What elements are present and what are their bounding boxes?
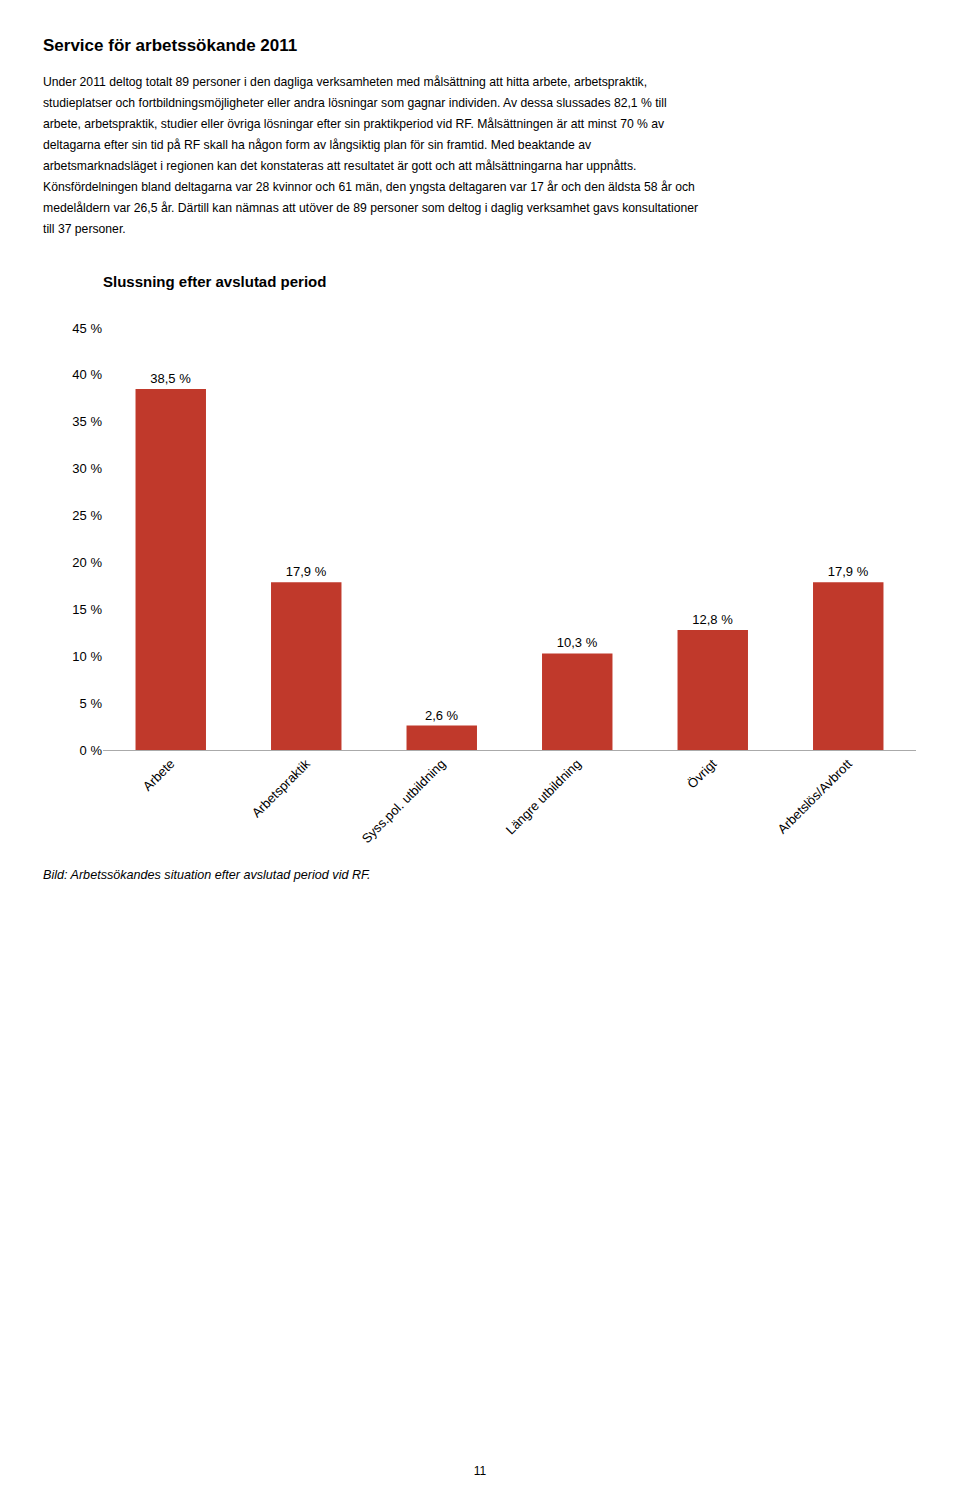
svg-text:Övrigt: Övrigt <box>684 756 719 791</box>
svg-text:20 %: 20 % <box>72 555 102 570</box>
svg-text:Arbete: Arbete <box>140 756 178 794</box>
svg-text:Längre utbildning: Längre utbildning <box>503 756 584 837</box>
svg-text:38,5 %: 38,5 % <box>150 371 191 386</box>
html-text:Bild: Arbetssökandes situation: Bild: Arbetssökandes situation efter avs… <box>43 867 371 882</box>
svg-text:Arbetslös/Avbrott: Arbetslös/Avbrott <box>775 756 856 837</box>
svg-text:2,6 %: 2,6 % <box>425 707 459 722</box>
svg-text:35 %: 35 % <box>72 414 102 429</box>
html-text:arbete, arbetspraktik, studier: arbete, arbetspraktik, studier eller övr… <box>43 117 665 131</box>
svg-text:10 %: 10 % <box>72 649 102 664</box>
html-text:deltagarna efter sin tid på RF: deltagarna efter sin tid på RF skall ha … <box>43 138 592 152</box>
svg-text:30 %: 30 % <box>72 461 102 476</box>
svg-text:17,9 %: 17,9 % <box>286 564 327 579</box>
html-text:Könsfördelningen bland deltaga: Könsfördelningen bland deltagarna var 28… <box>43 179 695 194</box>
svg-text:Arbetspraktik: Arbetspraktik <box>249 756 314 821</box>
html-text:Under 2011 deltog totalt 89 pe: Under 2011 deltog totalt 89 personer i d… <box>43 75 648 89</box>
svg-text:Syss.pol. utbildning: Syss.pol. utbildning <box>359 756 449 846</box>
html-text:till 37 personer.: till 37 personer. <box>43 221 126 236</box>
svg-text:10,3 %: 10,3 % <box>557 635 598 650</box>
html-text:11: 11 <box>473 1464 487 1478</box>
html-text:arbetsmarknadsläget i regionen: arbetsmarknadsläget i regionen kan det k… <box>43 158 637 173</box>
svg-text:40 %: 40 % <box>72 367 102 382</box>
html-text:medelåldern var 26,5 år. Därti: medelåldern var 26,5 år. Därtill kan näm… <box>43 200 699 215</box>
svg-text:12,8 %: 12,8 % <box>692 612 733 627</box>
svg-text:Slussning efter avslutad perio: Slussning efter avslutad period <box>103 272 326 289</box>
html-text:studieplatser och fortbildning: studieplatser och fortbildningsmöjlighet… <box>43 96 667 110</box>
html-text:Service för arbetssökande 2011: Service för arbetssökande 2011 <box>43 36 298 55</box>
svg-text:17,9 %: 17,9 % <box>828 564 869 579</box>
svg-text:5 %: 5 % <box>80 696 103 711</box>
svg-text:15 %: 15 % <box>72 602 102 617</box>
svg-text:0 %: 0 % <box>80 742 103 757</box>
svg-text:25 %: 25 % <box>72 508 102 523</box>
svg-text:45 %: 45 % <box>72 320 102 335</box>
